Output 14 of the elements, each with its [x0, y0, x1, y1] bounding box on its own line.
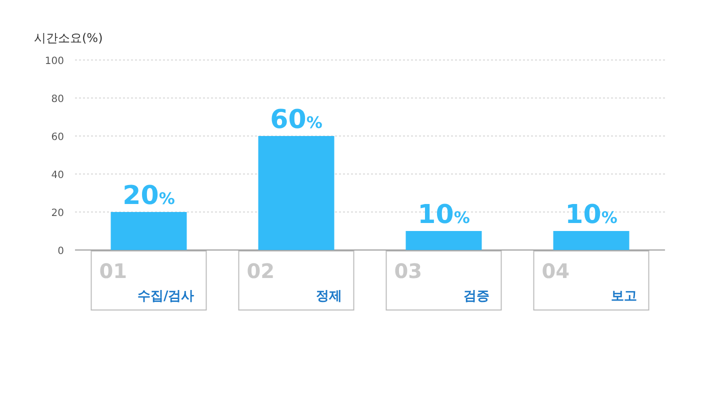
data-label: 10%: [418, 200, 470, 230]
y-tick-label: 80: [51, 94, 64, 105]
y-tick-label: 100: [44, 56, 64, 67]
bar: [406, 231, 482, 250]
data-label: 10%: [565, 200, 618, 230]
bar: [110, 212, 187, 250]
bar: [553, 231, 630, 250]
y-tick-label: 0: [58, 246, 64, 257]
y-tick-label: 40: [51, 170, 64, 181]
y-tick-label: 60: [51, 132, 64, 143]
data-label: 20%: [122, 181, 175, 211]
y-tick-label: 20: [51, 208, 64, 219]
data-label: 60%: [270, 105, 322, 135]
y-axis-title: 시간소요(%): [34, 31, 103, 45]
